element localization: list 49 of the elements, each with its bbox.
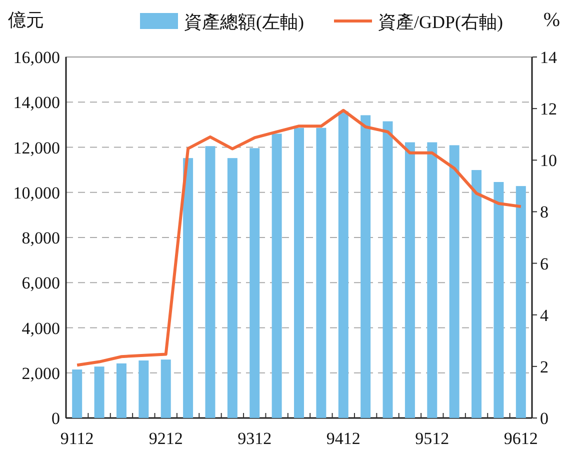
bar (472, 170, 482, 418)
bar (338, 111, 348, 418)
bar (160, 360, 171, 418)
y2-axis-title: % (543, 9, 560, 31)
legend-label: 資產總額(左軸) (184, 12, 304, 32)
y-tick-label: 10,000 (13, 183, 60, 202)
y-tick-label: 16,000 (13, 48, 60, 67)
bar (516, 186, 526, 418)
y2-tick-label: 6 (540, 254, 548, 274)
x-tick-label: 9412 (326, 429, 360, 448)
bar (205, 146, 216, 418)
bar (250, 148, 260, 418)
legend-label: 資產/GDP(右軸) (378, 12, 504, 32)
bar (449, 145, 460, 418)
bar (316, 128, 326, 418)
y-tick-label: 12,000 (13, 138, 60, 158)
y-tick-label: 2,000 (22, 364, 60, 383)
y-tick-label: 14,000 (13, 93, 60, 112)
y2-tick-label: 10 (540, 151, 557, 170)
y2-tick-label: 2 (540, 357, 548, 376)
x-tick-label: 9312 (238, 429, 272, 448)
x-tick-label: 9112 (60, 429, 94, 448)
y2-tick-label: 14 (540, 48, 558, 67)
bar (227, 158, 238, 418)
y2-tick-label: 12 (540, 100, 557, 119)
bar (360, 115, 371, 418)
bar (382, 121, 393, 418)
y-tick-label: 0 (52, 409, 60, 428)
y2-tick-label: 0 (540, 409, 548, 428)
y2-tick-label: 8 (540, 202, 548, 222)
bar (494, 182, 504, 418)
y-axis-title: 億元 (8, 10, 44, 30)
bar (94, 366, 104, 418)
x-tick-label: 9212 (148, 429, 183, 448)
x-tick-label: 9512 (415, 429, 450, 448)
bar (72, 369, 82, 418)
bar (294, 128, 304, 418)
y-tick-label: 6,000 (22, 274, 60, 293)
y-tick-label: 4,000 (22, 318, 60, 338)
y2-tick-label: 4 (540, 306, 549, 325)
bar (427, 142, 438, 418)
bar (138, 360, 149, 418)
bar (272, 134, 282, 418)
bar (116, 363, 126, 418)
line-series (76, 108, 522, 367)
x-tick-label: 9612 (504, 429, 538, 448)
y-tick-label: 8,000 (22, 228, 60, 248)
bar (183, 158, 194, 418)
bar (404, 142, 415, 418)
